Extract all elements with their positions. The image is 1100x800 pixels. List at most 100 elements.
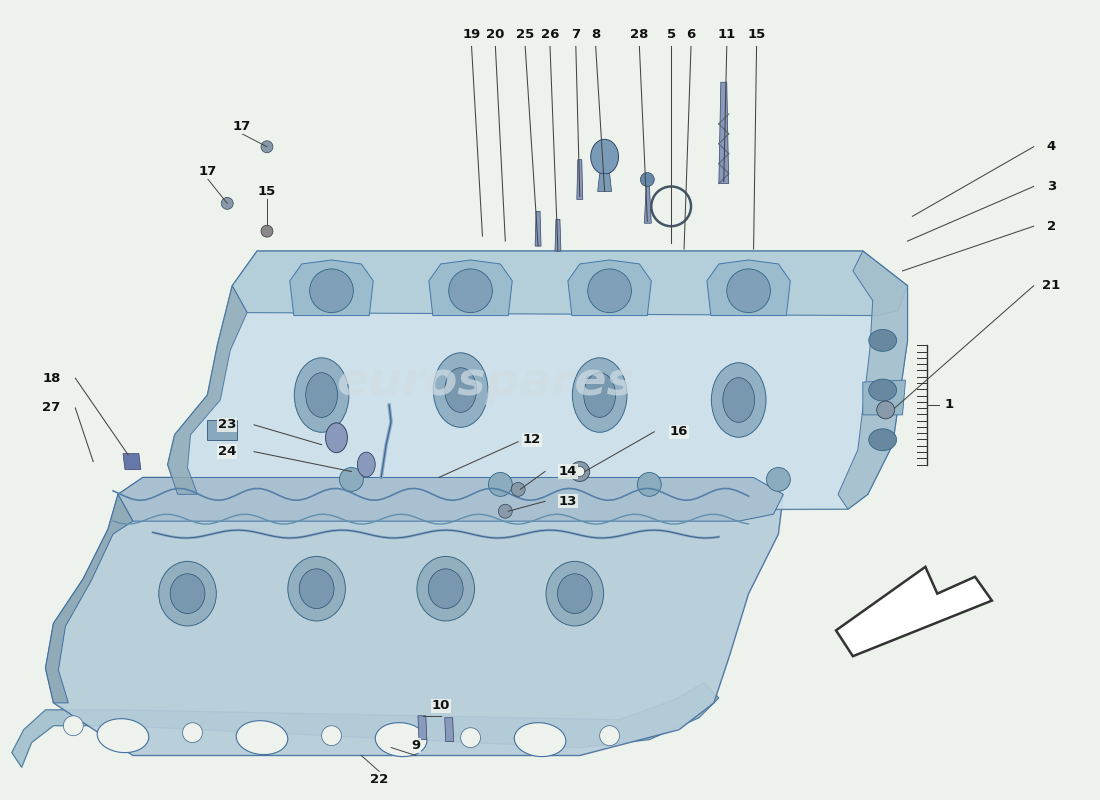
Polygon shape: [862, 380, 905, 415]
Circle shape: [767, 467, 790, 491]
Text: 4: 4: [1047, 140, 1056, 154]
Text: 5: 5: [667, 28, 675, 41]
Circle shape: [877, 401, 894, 419]
Polygon shape: [556, 219, 561, 251]
Ellipse shape: [299, 569, 334, 609]
Text: 17: 17: [198, 165, 217, 178]
Ellipse shape: [288, 557, 345, 621]
Text: 16: 16: [670, 426, 689, 438]
Ellipse shape: [723, 378, 755, 422]
Text: 17: 17: [233, 121, 251, 134]
Polygon shape: [167, 251, 908, 511]
Circle shape: [587, 269, 631, 313]
Polygon shape: [568, 260, 651, 315]
Text: 23: 23: [218, 418, 236, 431]
Ellipse shape: [306, 373, 338, 418]
Ellipse shape: [170, 574, 205, 614]
Ellipse shape: [515, 722, 565, 757]
Polygon shape: [118, 478, 783, 521]
Text: 3: 3: [1047, 180, 1056, 193]
Text: 7: 7: [571, 28, 581, 41]
Circle shape: [261, 141, 273, 153]
Circle shape: [727, 269, 770, 313]
Circle shape: [64, 716, 84, 736]
Ellipse shape: [417, 557, 474, 621]
Circle shape: [498, 504, 513, 518]
Polygon shape: [836, 567, 992, 656]
Circle shape: [340, 467, 363, 491]
Text: 26: 26: [541, 28, 559, 41]
Polygon shape: [167, 286, 248, 494]
Circle shape: [449, 269, 493, 313]
Text: 6: 6: [686, 28, 695, 41]
Circle shape: [221, 198, 233, 210]
Ellipse shape: [546, 562, 604, 626]
Text: 9: 9: [411, 739, 420, 752]
Polygon shape: [707, 260, 790, 315]
Polygon shape: [418, 716, 427, 740]
Text: 25: 25: [516, 28, 535, 41]
Text: 24: 24: [218, 445, 236, 458]
Ellipse shape: [375, 722, 427, 757]
Text: 11: 11: [717, 28, 736, 41]
Ellipse shape: [869, 429, 896, 450]
Ellipse shape: [326, 423, 348, 453]
Text: 19: 19: [462, 28, 481, 41]
Ellipse shape: [358, 452, 375, 477]
Ellipse shape: [869, 330, 896, 351]
Text: 28: 28: [630, 28, 649, 41]
Polygon shape: [45, 478, 783, 755]
Ellipse shape: [295, 358, 349, 432]
Ellipse shape: [584, 373, 616, 418]
Text: 14: 14: [559, 465, 578, 478]
Text: 13: 13: [559, 494, 578, 508]
Text: 2: 2: [1047, 220, 1056, 233]
Text: 10: 10: [431, 699, 450, 712]
Ellipse shape: [712, 362, 766, 438]
Circle shape: [310, 269, 353, 313]
Circle shape: [575, 466, 585, 477]
Text: 1: 1: [945, 398, 954, 411]
Ellipse shape: [428, 569, 463, 609]
Circle shape: [570, 462, 590, 482]
Ellipse shape: [444, 368, 476, 413]
Ellipse shape: [433, 353, 488, 427]
Ellipse shape: [158, 562, 217, 626]
Ellipse shape: [558, 574, 592, 614]
Polygon shape: [12, 683, 718, 767]
Polygon shape: [123, 454, 141, 470]
Text: 12: 12: [522, 434, 541, 446]
Polygon shape: [429, 260, 513, 315]
Text: 18: 18: [42, 372, 60, 385]
Ellipse shape: [591, 139, 618, 174]
Text: 21: 21: [1043, 279, 1060, 292]
Circle shape: [461, 728, 481, 747]
Circle shape: [488, 473, 513, 496]
Circle shape: [640, 173, 654, 186]
Polygon shape: [444, 718, 453, 742]
Polygon shape: [45, 494, 133, 703]
Text: 27: 27: [43, 402, 60, 414]
Circle shape: [321, 726, 341, 746]
Polygon shape: [208, 420, 238, 440]
Circle shape: [183, 722, 202, 742]
Polygon shape: [289, 260, 373, 315]
Polygon shape: [597, 174, 612, 191]
Polygon shape: [576, 160, 583, 199]
Text: eurospares: eurospares: [337, 360, 635, 405]
Text: 8: 8: [591, 28, 601, 41]
Circle shape: [512, 482, 525, 496]
Polygon shape: [718, 82, 728, 183]
Polygon shape: [645, 183, 651, 223]
Circle shape: [261, 226, 273, 237]
Circle shape: [637, 473, 661, 496]
Text: 15: 15: [747, 28, 766, 41]
Circle shape: [600, 726, 619, 746]
Ellipse shape: [236, 721, 288, 754]
Ellipse shape: [572, 358, 627, 432]
Text: 22: 22: [370, 773, 388, 786]
Polygon shape: [838, 251, 908, 510]
Ellipse shape: [869, 379, 896, 401]
Polygon shape: [535, 211, 541, 246]
Ellipse shape: [97, 718, 148, 753]
